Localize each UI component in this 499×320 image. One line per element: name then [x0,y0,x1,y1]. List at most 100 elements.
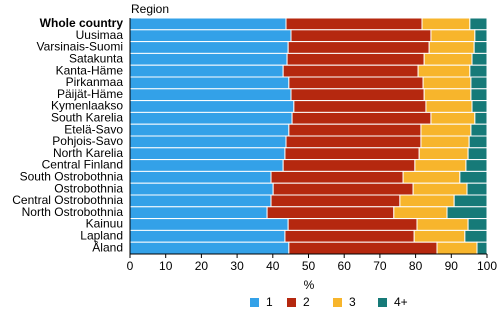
bar-segment [286,52,425,66]
bar-segment [471,52,488,66]
bar-segment [282,159,416,172]
bar-segment [420,135,470,149]
bar-segment [473,41,488,54]
bar-segment [129,182,274,196]
bar-segment [420,123,472,137]
bar-segment [270,194,401,208]
bar-segment [293,100,427,113]
bar-segment [399,194,455,208]
x-tick-label: 0 [127,259,134,273]
bar-segment [129,206,268,220]
x-tick-label: 60 [338,259,352,273]
bar-segment [430,111,476,125]
bar-segment [469,17,488,31]
bar-segment [270,170,404,184]
bar-segment [129,229,286,243]
bar-segment [467,147,488,161]
bar-segment [129,170,272,184]
bar-segment [417,64,471,78]
x-tick-label: 50 [302,259,316,273]
x-tick-label: 30 [230,259,244,273]
bar-segment [285,135,422,149]
bar-segment [459,170,488,184]
y-tick-label: Kainuu [86,217,123,231]
bar-segment [471,100,488,113]
y-tick-label: Päijät-Häme [57,87,123,101]
x-tick-label: 90 [445,259,459,273]
bar-segment [453,194,488,208]
bar-segment [423,52,473,66]
bar-segment [418,147,469,161]
bar-segment [474,111,488,125]
legend-label: 3 [349,295,356,309]
bar-segment [464,229,488,243]
bar-segment [129,194,272,208]
bar-segment [413,229,466,243]
bar-segment [467,218,488,231]
y-tick-label: Kanta-Häme [56,63,124,77]
bar-segment [129,64,284,78]
bar-segment [466,182,488,196]
x-tick-label: 10 [159,259,173,273]
bar-segment [129,111,293,125]
bar-segment [129,29,292,43]
legend-label: 4+ [394,295,408,309]
bar-segment [470,76,488,90]
y-tick-label: Kymenlaakso [51,99,123,113]
bar-segment [284,229,415,243]
bar-segment [446,206,488,220]
bar-segment [474,29,488,43]
legend-label: 1 [266,295,273,309]
bar-segment [423,88,472,102]
y-tick-label: South Karelia [51,110,123,124]
y-tick-label: North Karelia [53,146,123,160]
y-tick-label: Varsinais-Suomi [37,40,123,54]
bar-segment [412,182,468,196]
bar-segment [282,64,419,78]
y-tick-label: Whole country [40,16,124,30]
bar-segment [421,17,471,31]
bar-segment [414,159,467,172]
bar-segment [266,206,395,220]
bar-segment [425,100,473,113]
bar-segment [402,170,461,184]
bar-segment [284,147,420,161]
bar-segment [287,41,430,54]
bar-segment [129,135,287,149]
y-tick-label: Ostrobothnia [54,181,123,195]
bar-segment [129,41,289,54]
bar-segment [470,88,488,102]
bar-segment [129,123,290,137]
bar-segment [129,17,287,31]
bar-segment [129,147,286,161]
bar-segment [422,76,472,90]
y-tick-label: Uusimaa [76,28,124,42]
bar-segment [129,218,289,231]
bar-segment [393,206,448,220]
bar-segment [465,159,488,172]
bar-segment [288,241,438,255]
bar-segment [416,218,469,231]
y-tick-label: Etelä-Savo [64,122,123,136]
bar-segment [129,241,290,255]
x-tick-label: 40 [266,259,280,273]
y-tick-label: North Ostrobothnia [22,205,124,219]
y-tick-label: Central Ostrobothnia [12,193,123,207]
bar-segment [129,76,290,90]
bar-segment [291,111,432,125]
legend-swatch [250,298,259,307]
bar-segment [129,100,295,113]
legend-swatch [333,298,342,307]
bar-segment [436,241,478,255]
y-tick-label: Satakunta [69,51,123,65]
legend-swatch [378,298,387,307]
bar-segment [129,159,284,172]
legend-swatch [287,298,296,307]
bar-segment [476,241,488,255]
legend-label: 2 [303,295,310,309]
bar-segment [272,182,414,196]
bar-segment [288,76,424,90]
bar-segment [285,17,423,31]
y-tick-label: Pirkanmaa [66,75,124,89]
